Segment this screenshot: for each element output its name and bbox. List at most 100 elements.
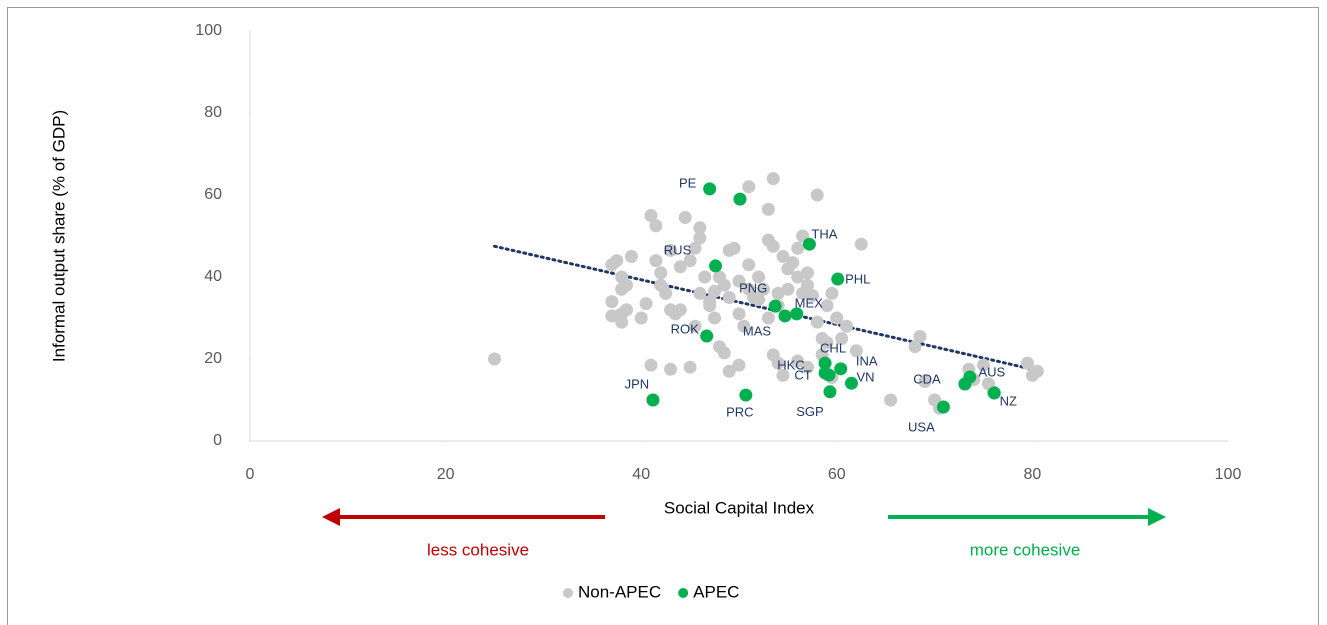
point xyxy=(1021,356,1035,370)
point xyxy=(822,368,836,382)
point-label: JPN xyxy=(625,376,650,391)
x-tick-label: 20 xyxy=(437,466,455,483)
point xyxy=(854,237,868,251)
point xyxy=(778,309,792,323)
legend-marker xyxy=(563,588,573,598)
point-label: MAS xyxy=(743,323,772,338)
point xyxy=(688,241,702,255)
point-label: CT xyxy=(794,367,811,382)
point xyxy=(800,360,814,374)
point xyxy=(766,172,780,186)
point xyxy=(768,299,782,313)
point xyxy=(831,272,845,286)
point xyxy=(646,393,660,407)
x-tick-label: 80 xyxy=(1024,466,1042,483)
point-label: ROK xyxy=(671,321,700,336)
point xyxy=(810,188,824,202)
point xyxy=(918,375,932,389)
point xyxy=(752,270,766,284)
point xyxy=(766,239,780,253)
point-label: INA xyxy=(856,353,878,368)
annotation: less cohesive xyxy=(427,540,529,559)
point xyxy=(693,221,707,235)
point xyxy=(673,303,687,317)
point-label: NZ xyxy=(1000,393,1017,408)
point xyxy=(844,376,858,390)
point xyxy=(683,360,697,374)
point-label: PNG xyxy=(739,281,767,296)
point xyxy=(708,284,722,298)
point xyxy=(908,340,922,354)
point xyxy=(678,211,692,225)
point xyxy=(737,319,751,333)
point xyxy=(644,358,658,372)
point xyxy=(659,286,673,300)
legend-label: APEC xyxy=(693,582,739,601)
point xyxy=(818,356,832,370)
trendline xyxy=(493,244,1034,371)
point xyxy=(634,311,648,325)
point xyxy=(722,291,736,304)
point xyxy=(727,241,741,255)
point xyxy=(752,293,766,307)
arrow-left-head xyxy=(322,508,340,526)
point-label: PRC xyxy=(726,405,753,420)
point xyxy=(823,385,837,399)
point-label: PHL xyxy=(845,271,870,286)
point xyxy=(849,344,863,358)
point xyxy=(664,243,678,257)
point xyxy=(786,256,800,270)
point xyxy=(732,274,746,288)
point xyxy=(693,231,707,245)
arrow-right-head xyxy=(1148,508,1166,526)
point xyxy=(732,307,746,321)
point xyxy=(800,266,814,280)
y-tick-label: 40 xyxy=(204,268,222,285)
point-label: PE xyxy=(679,175,697,190)
x-axis-title: Social Capital Index xyxy=(664,498,815,517)
point xyxy=(791,270,805,284)
point xyxy=(620,278,634,292)
point xyxy=(620,303,634,317)
point xyxy=(791,241,805,255)
point xyxy=(800,278,814,292)
y-tick-label: 60 xyxy=(204,186,222,203)
point xyxy=(649,219,663,233)
point xyxy=(771,356,785,370)
point xyxy=(834,362,848,376)
point xyxy=(761,311,775,325)
point xyxy=(733,192,747,206)
point-label: THA xyxy=(811,227,837,242)
point-label: AUS xyxy=(978,364,1005,379)
frame xyxy=(7,7,1319,625)
legend-marker xyxy=(678,588,689,598)
x-tick-label: 0 xyxy=(246,466,255,483)
point xyxy=(840,319,854,333)
y-tick-label: 20 xyxy=(204,350,222,367)
point xyxy=(791,354,805,368)
point xyxy=(987,386,1001,400)
point xyxy=(742,180,756,194)
point xyxy=(488,352,501,366)
point xyxy=(913,329,927,343)
point xyxy=(722,364,736,378)
point xyxy=(835,332,849,345)
point xyxy=(805,288,819,302)
point xyxy=(708,311,722,325)
point xyxy=(693,286,707,300)
point xyxy=(820,336,834,350)
point xyxy=(673,260,687,274)
point xyxy=(709,259,723,273)
point xyxy=(605,309,619,323)
point-label: RUS xyxy=(664,242,692,257)
point xyxy=(810,315,824,329)
legend-label: Non-APEC xyxy=(578,582,661,601)
point xyxy=(742,258,756,272)
point xyxy=(605,295,619,309)
point xyxy=(1030,364,1044,378)
point xyxy=(756,282,770,296)
point xyxy=(739,388,753,402)
point-label: VN xyxy=(856,370,874,385)
point xyxy=(703,182,717,196)
